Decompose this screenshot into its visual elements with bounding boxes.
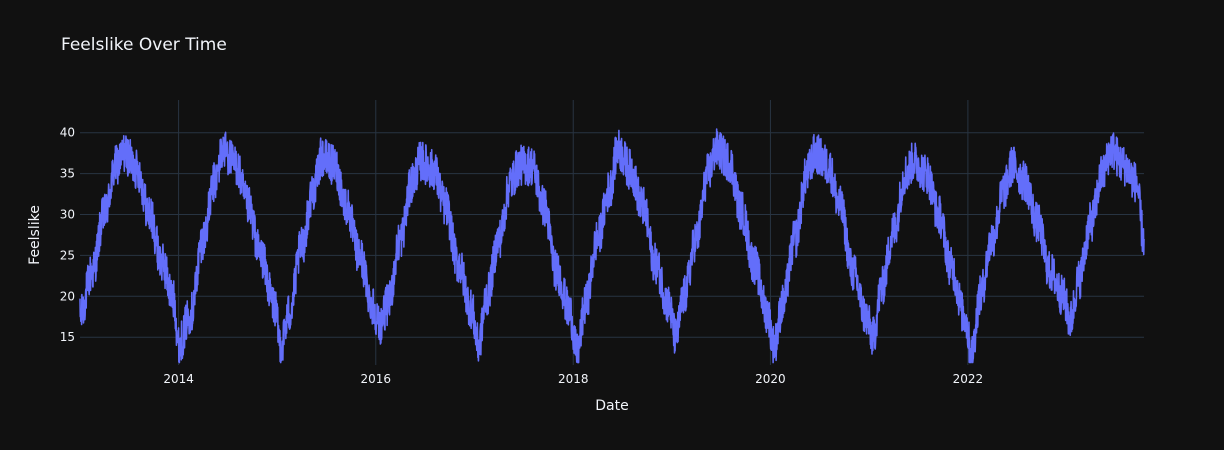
- x-tick-label: 2014: [163, 372, 194, 386]
- y-tick-label: 25: [60, 248, 75, 262]
- y-tick-labels: 15 20 25 30 35 40: [60, 126, 75, 344]
- x-tick-labels: 2014 2016 2018 2020 2022: [163, 372, 983, 386]
- y-tick-label: 40: [60, 126, 75, 140]
- x-tick-label: 2018: [558, 372, 589, 386]
- y-axis-title: Feelslike: [27, 205, 43, 265]
- y-tick-label: 15: [60, 330, 75, 344]
- chart-title: Feelslike Over Time: [61, 35, 227, 55]
- x-axis-title: Date: [595, 398, 628, 414]
- x-tick-label: 2016: [361, 372, 392, 386]
- series-line: [79, 128, 1145, 364]
- y-tick-label: 30: [60, 208, 75, 222]
- x-tick-label: 2022: [953, 372, 984, 386]
- x-tick-label: 2020: [755, 372, 786, 386]
- y-tick-label: 35: [60, 167, 75, 181]
- y-tick-label: 20: [60, 289, 75, 303]
